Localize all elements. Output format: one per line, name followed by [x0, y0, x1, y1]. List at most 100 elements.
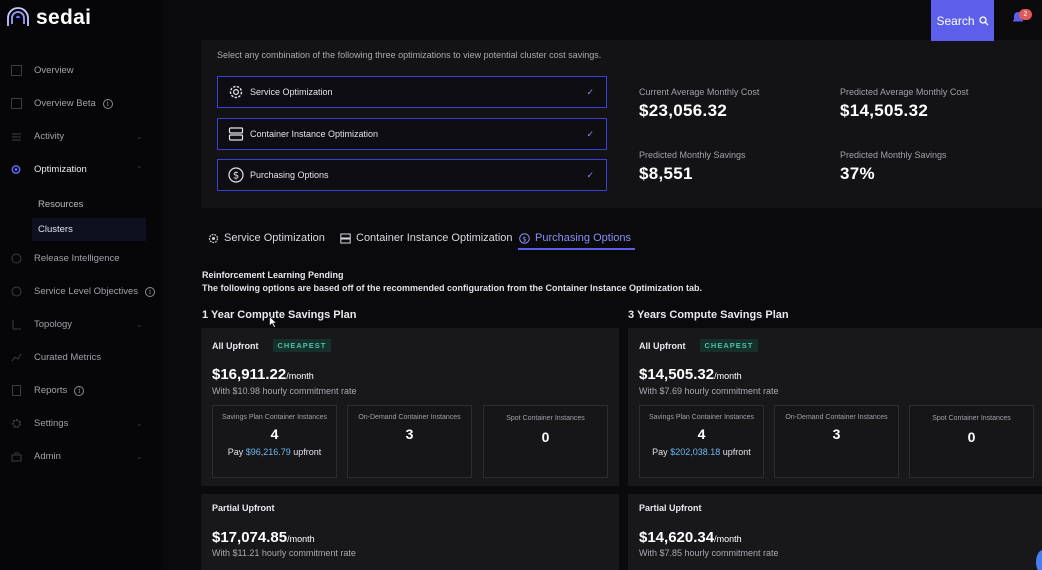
reports-icon: [10, 384, 22, 396]
predicted-savings-label: Predicted Monthly Savings: [639, 150, 746, 160]
chevron-up-icon: ⌃: [136, 164, 143, 174]
search-button[interactable]: Search: [931, 0, 994, 41]
sub-card-label: Savings Plan Container Instances: [221, 414, 328, 421]
topology-icon: [10, 318, 22, 330]
one-year-partial-upfront-card[interactable]: Partial Upfront $17,074.85/month With $1…: [201, 494, 619, 570]
slo-icon: [10, 285, 22, 297]
check-icon: ✓: [586, 128, 594, 139]
predicted-savings-pct-value: 37%: [840, 164, 875, 183]
three-year-plan-title: 3 Years Compute Savings Plan: [628, 309, 789, 321]
help-chat-button[interactable]: [1036, 550, 1042, 570]
tab-label: Container Instance Optimization: [356, 232, 513, 244]
activity-icon: [10, 130, 22, 142]
dollar-icon: $: [518, 232, 530, 244]
sidebar-item-label: Overview: [34, 64, 74, 76]
three-year-partial-upfront-card[interactable]: Partial Upfront $14,620.34/month With $7…: [628, 494, 1042, 570]
sub-card-number: 3: [405, 426, 414, 442]
current-avg-cost-value: $23,056.32: [639, 101, 728, 120]
option-purchasing-options[interactable]: $ Purchasing Options ✓: [217, 159, 607, 191]
option-service-optimization[interactable]: Service Optimization ✓: [217, 76, 607, 108]
svg-text:$: $: [233, 171, 239, 182]
sidebar-item-overview[interactable]: Overview: [0, 58, 162, 82]
current-avg-cost-label: Current Average Monthly Cost: [639, 87, 760, 97]
info-icon[interactable]: i: [145, 286, 156, 297]
three-year-all-upfront-card[interactable]: All Upfront CHEAPEST $14,505.32/month Wit…: [628, 328, 1042, 486]
pay-amount: $96,216.79: [245, 447, 291, 457]
commitment-rate: With $11.21 hourly commitment rate: [212, 548, 356, 558]
sidebar-item-label: Curated Metrics: [34, 351, 102, 363]
one-year-all-upfront-card[interactable]: All Upfront CHEAPEST $16,911.22/month Wit…: [201, 328, 619, 486]
sidebar-subitem-clusters[interactable]: Clusters: [32, 218, 146, 241]
sub-card-number: 3: [832, 426, 841, 442]
per-month: /month: [286, 371, 314, 381]
sidebar-item-label: Optimization: [34, 163, 87, 175]
sub-card-label: Spot Container Instances: [506, 415, 585, 422]
sidebar-item-topology[interactable]: Topology ⌄: [0, 312, 162, 336]
pay-prefix: Pay: [227, 447, 244, 457]
sidebar-item-activity[interactable]: Activity ⌄: [0, 124, 162, 148]
predicted-savings-value: $8,551: [639, 164, 693, 183]
gear-icon: [228, 84, 244, 100]
check-icon: ✓: [586, 169, 594, 180]
commitment-rate: With $10.98 hourly commitment rate: [212, 386, 357, 396]
card-label: All Upfront: [639, 340, 686, 351]
tab-purchasing-options[interactable]: $ Purchasing Options: [518, 228, 635, 250]
option-container-instance-optimization[interactable]: Container Instance Optimization ✓: [217, 118, 607, 150]
rl-pending-title: Reinforcement Learning Pending: [202, 270, 344, 280]
per-month: /month: [714, 534, 742, 544]
sedai-logo-icon: [6, 7, 30, 30]
sidebar-item-label: Overview Beta: [34, 97, 96, 109]
sidebar-item-settings[interactable]: Settings ⌄: [0, 411, 162, 435]
card-label: Partial Upfront: [639, 503, 702, 513]
savings-plan-instances: Savings Plan Container Instances 4 Pay $…: [212, 405, 337, 478]
sidebar-item-release-intelligence[interactable]: Release Intelligence: [0, 246, 162, 270]
optimization-intro: Select any combination of the following …: [217, 50, 602, 60]
sidebar-item-optimization[interactable]: Optimization ⌃: [0, 157, 162, 181]
chevron-down-icon: ⌄: [136, 451, 143, 461]
sidebar-item-admin[interactable]: Admin ⌄: [0, 444, 162, 468]
on-demand-instances: On-Demand Container Instances 3: [347, 405, 472, 478]
chevron-down-icon: ⌄: [136, 319, 143, 329]
sidebar-item-slo[interactable]: Service Level Objectives i: [0, 279, 162, 303]
sidebar-item-label: Service Level Objectives: [34, 285, 139, 297]
sub-card-label: On-Demand Container Instances: [358, 414, 461, 421]
sidebar-item-reports[interactable]: Reports i: [0, 378, 162, 402]
plan-price: $17,074.85/month: [212, 529, 315, 546]
pay-amount: $202,038.18: [670, 447, 721, 457]
info-icon[interactable]: i: [74, 385, 85, 396]
price-value: $17,074.85: [212, 529, 288, 546]
server-icon: [339, 232, 351, 244]
optimization-icon: [10, 163, 22, 175]
plan-price: $16,911.22/month: [212, 366, 314, 383]
per-month: /month: [714, 371, 742, 381]
main-content: Select any combination of the following …: [162, 0, 1042, 570]
sidebar-item-label: Activity: [34, 130, 65, 142]
sub-card-number: 0: [541, 429, 550, 445]
sidebar-subitem-resources[interactable]: Resources: [38, 199, 84, 210]
per-month: /month: [287, 534, 315, 544]
cheapest-badge: CHEAPEST: [699, 339, 759, 352]
overview-beta-icon: [10, 97, 22, 109]
sidebar-item-overview-beta[interactable]: Overview Beta i: [0, 91, 162, 115]
plan-price: $14,505.32/month: [639, 366, 742, 383]
commitment-rate: With $7.69 hourly commitment rate: [639, 386, 779, 396]
predicted-avg-cost-label: Predicted Average Monthly Cost: [840, 87, 969, 97]
search-label: Search: [936, 13, 975, 28]
price-value: $16,911.22: [212, 366, 287, 383]
card-label: Partial Upfront: [212, 503, 275, 513]
pay-suffix: upfront: [722, 447, 751, 457]
dollar-icon: $: [228, 167, 244, 183]
svg-text:$: $: [522, 235, 526, 243]
release-icon: [10, 252, 22, 264]
plan-price: $14,620.34/month: [639, 529, 742, 546]
server-icon: [228, 126, 244, 142]
one-year-plan-title: 1 Year Compute Savings Plan: [202, 309, 357, 321]
sub-card-number: 4: [697, 426, 706, 442]
tab-service-optimization[interactable]: Service Optimization: [207, 228, 325, 248]
tab-container-instance-optimization[interactable]: Container Instance Optimization: [339, 228, 513, 248]
sidebar-item-curated-metrics[interactable]: Curated Metrics: [0, 345, 162, 369]
info-icon[interactable]: i: [102, 98, 113, 109]
search-icon: [978, 15, 988, 25]
sedai-logo[interactable]: sedai: [6, 6, 91, 30]
option-label: Service Optimization: [250, 87, 333, 97]
